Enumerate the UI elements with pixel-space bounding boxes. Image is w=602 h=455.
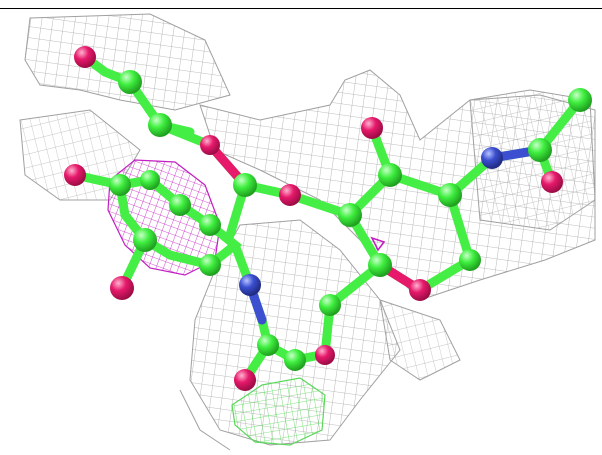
top-border	[0, 8, 602, 9]
nitrogen-atom	[481, 147, 503, 169]
carbon-atom	[118, 70, 142, 94]
carbon-atom	[169, 194, 191, 216]
oxygen-atom	[541, 171, 563, 193]
oxygen-atom	[200, 135, 220, 155]
carbon-atom	[528, 138, 552, 162]
carbon-atom	[568, 88, 592, 112]
oxygen-atom	[361, 117, 383, 139]
carbon-atom	[459, 249, 481, 271]
carbon-atom	[199, 214, 221, 236]
oxygen-atom	[110, 276, 134, 300]
carbon-atom	[109, 174, 131, 196]
carbon-atom	[148, 113, 172, 137]
carbon-atom	[257, 334, 279, 356]
oxygen-atom	[279, 184, 301, 206]
carbon-atom	[233, 173, 257, 197]
oxygen-atom	[315, 345, 335, 365]
carbon-atom	[284, 349, 306, 371]
carbon-atom	[319, 294, 341, 316]
carbon-atom	[438, 183, 462, 207]
carbon-atom	[338, 203, 362, 227]
positive-difference-mesh	[231, 377, 326, 446]
oxygen-atom	[234, 369, 256, 391]
atom-set	[64, 46, 592, 391]
oxygen-atom	[64, 164, 86, 186]
carbon-atom	[199, 254, 221, 276]
oxygen-atom	[409, 279, 431, 301]
carbon-atom	[140, 170, 160, 190]
oxygen-atom	[74, 46, 96, 68]
carbon-atom	[368, 253, 392, 277]
nitrogen-atom	[239, 274, 261, 296]
carbon-atom	[133, 228, 157, 252]
carbon-atom	[378, 163, 402, 187]
